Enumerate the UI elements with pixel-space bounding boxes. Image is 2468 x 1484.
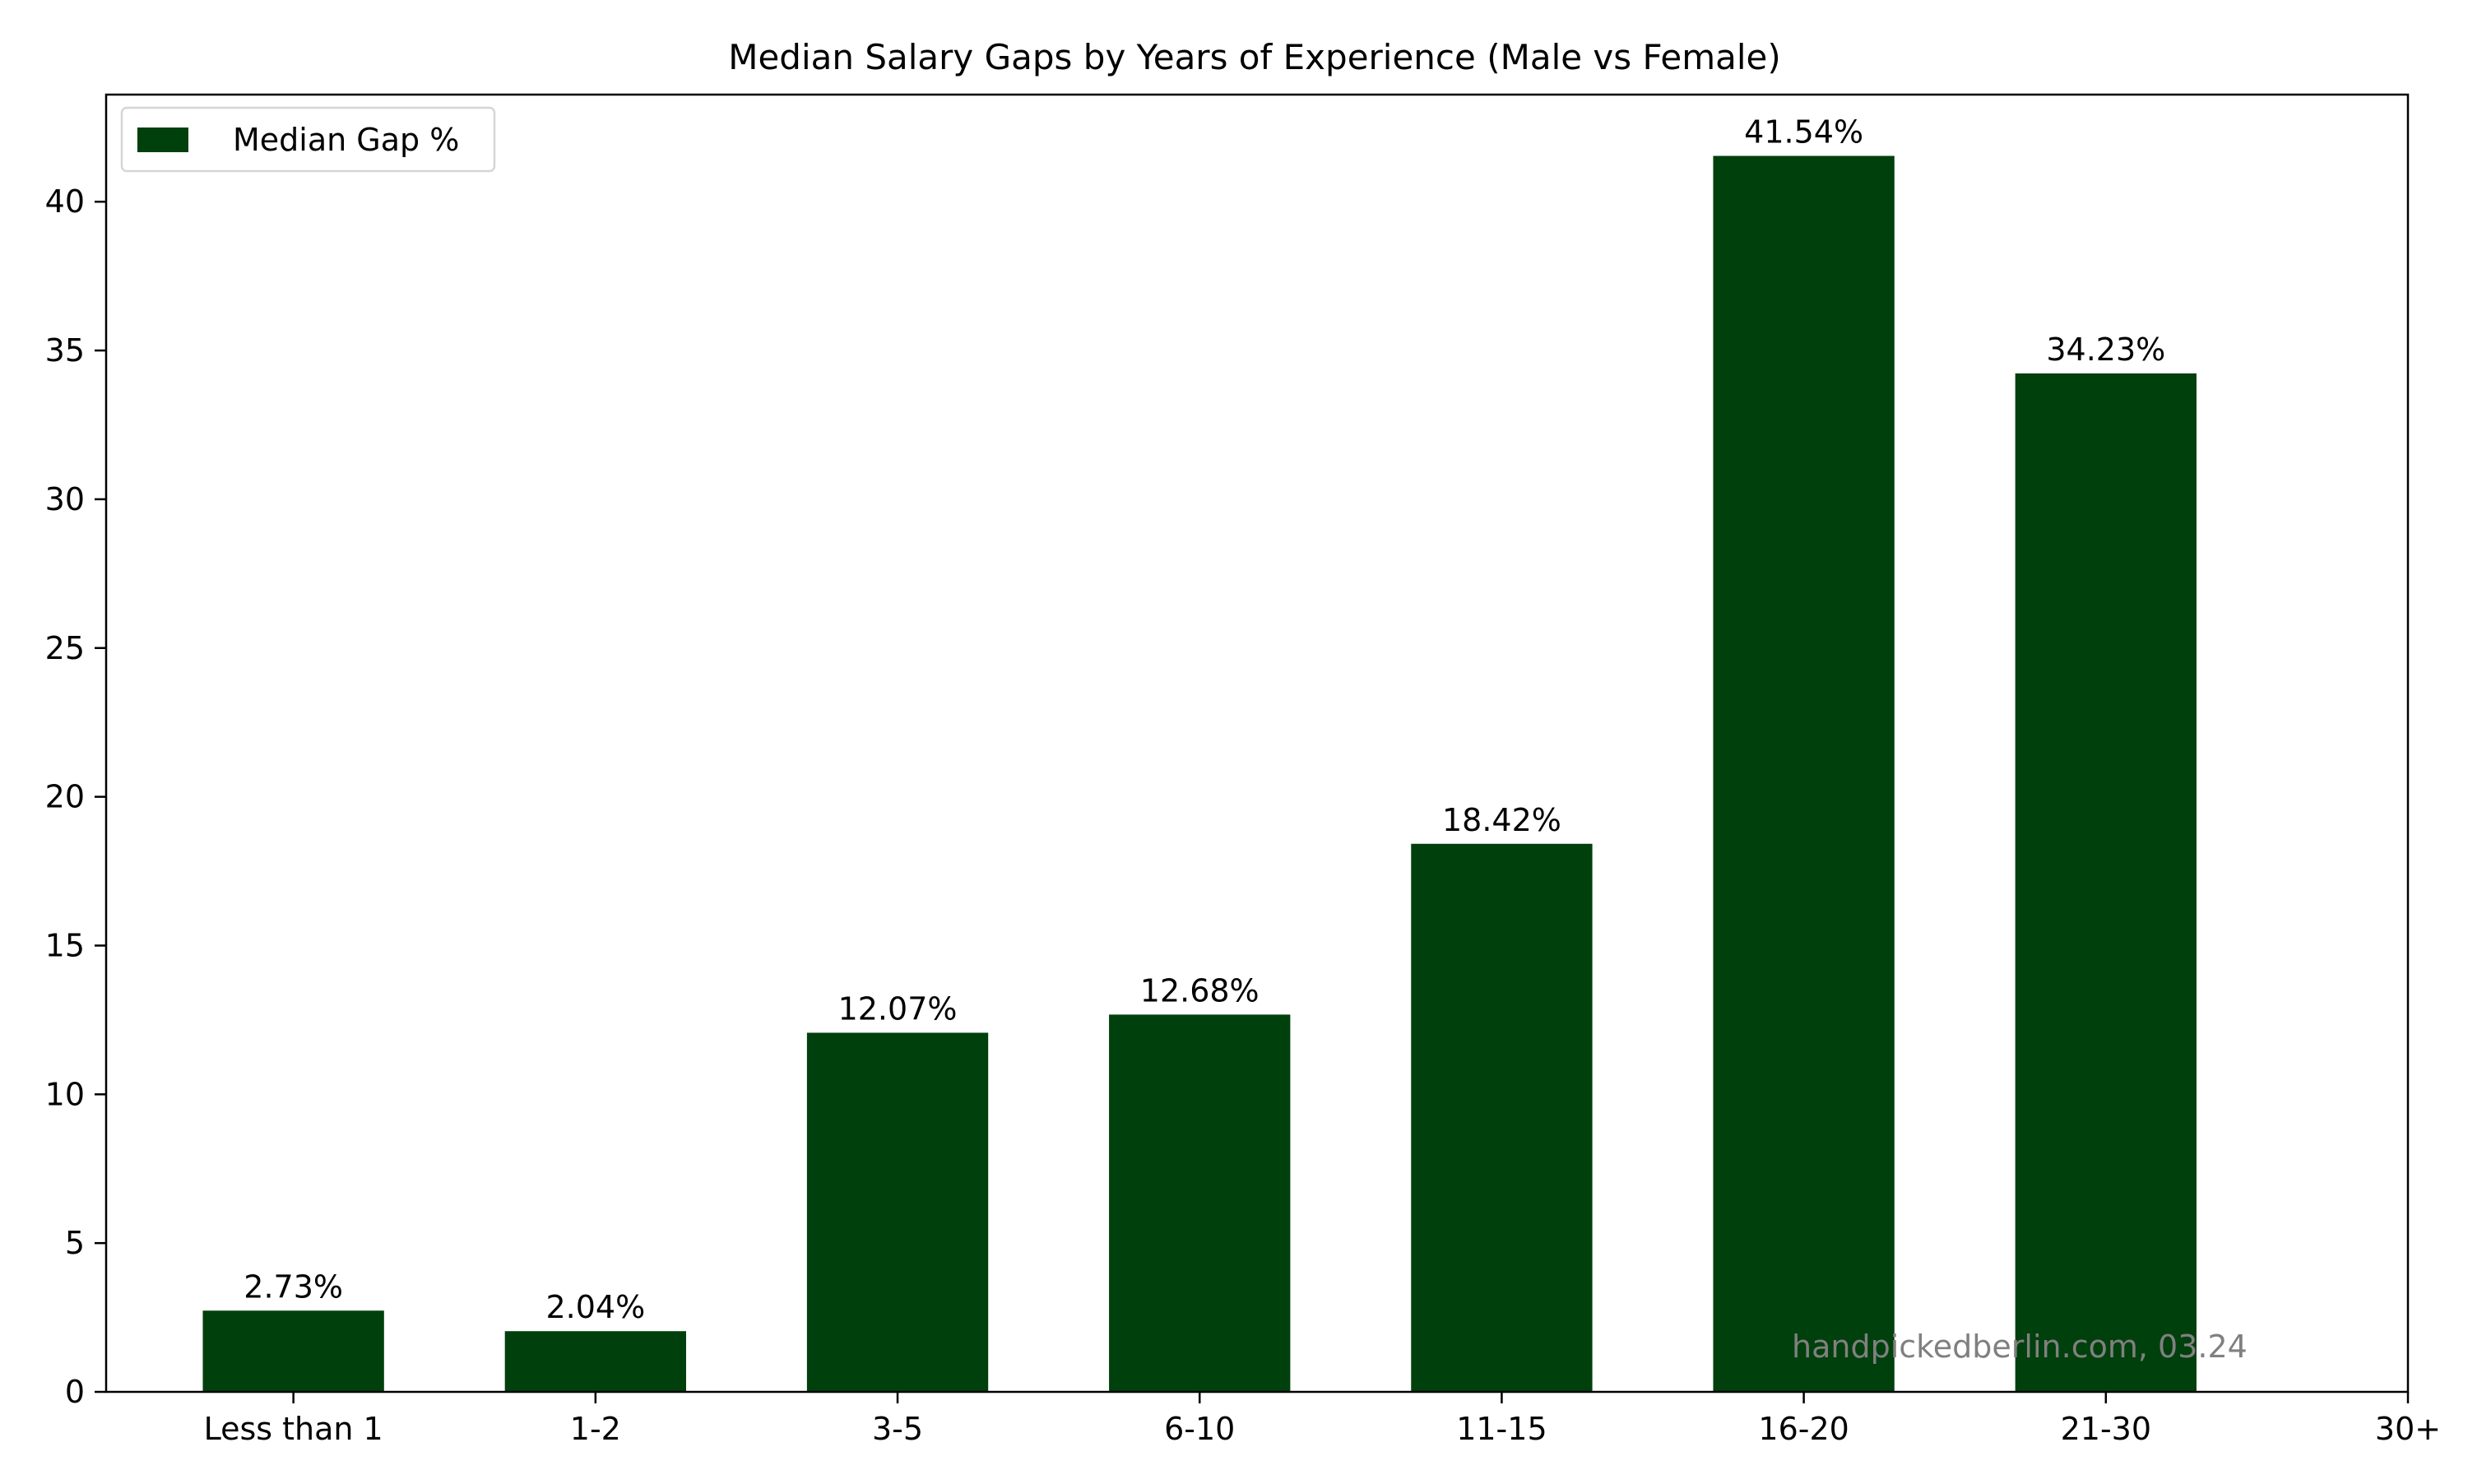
data-label: 18.42% <box>1442 802 1561 838</box>
x-tick-label: 16-20 <box>1758 1411 1849 1447</box>
data-label: 41.54% <box>1744 114 1863 151</box>
bar <box>202 1310 384 1392</box>
x-tick-label: 30+ <box>2375 1411 2441 1447</box>
bar <box>806 1032 989 1392</box>
bar <box>504 1331 687 1392</box>
bar <box>2015 373 2197 1393</box>
y-tick-label: 5 <box>65 1225 85 1261</box>
data-label: 2.04% <box>545 1289 645 1325</box>
legend: Median Gap % <box>120 106 496 173</box>
y-tick-label: 30 <box>45 481 85 517</box>
x-tick-label: 1-2 <box>570 1411 621 1447</box>
y-tick-label: 35 <box>45 332 85 369</box>
x-tick-label: 6-10 <box>1164 1411 1235 1447</box>
y-tick-label: 20 <box>45 779 85 815</box>
bar <box>1411 843 1593 1392</box>
x-tick-label: 21-30 <box>2061 1411 2151 1447</box>
y-tick-label: 15 <box>45 927 85 963</box>
chart-title: Median Salary Gaps by Years of Experienc… <box>728 37 1781 77</box>
data-label: 34.23% <box>2046 332 2165 368</box>
x-tick-label: Less than 1 <box>204 1411 383 1447</box>
y-tick-label: 0 <box>65 1374 85 1410</box>
y-tick-label: 10 <box>45 1076 85 1112</box>
y-tick-label: 40 <box>45 183 85 220</box>
x-tick-label: 11-15 <box>1456 1411 1547 1447</box>
data-label: 12.07% <box>838 990 958 1027</box>
bar <box>1109 1014 1291 1392</box>
watermark-annotation: handpickedberlin.com, 03.24 <box>1792 1329 2248 1365</box>
bar <box>1713 155 1895 1392</box>
x-tick-label: 3-5 <box>872 1411 923 1447</box>
legend-label: Median Gap % <box>233 122 459 158</box>
legend-box <box>120 106 496 173</box>
plot-frame <box>104 93 2410 1394</box>
legend-swatch <box>137 128 188 152</box>
data-label: 2.73% <box>244 1268 343 1305</box>
y-tick-label: 25 <box>45 630 85 666</box>
data-label: 12.68% <box>1140 972 1260 1009</box>
